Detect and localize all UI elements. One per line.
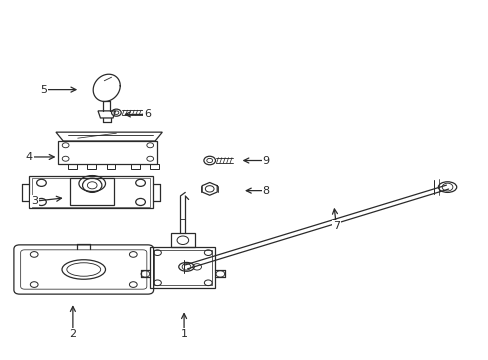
Text: 6: 6 <box>144 109 151 120</box>
Bar <box>150 164 159 169</box>
Text: 7: 7 <box>332 221 339 231</box>
Bar <box>58 141 157 164</box>
Text: 3: 3 <box>31 196 38 206</box>
Text: 4: 4 <box>26 152 33 162</box>
Bar <box>32 178 150 207</box>
Bar <box>68 164 77 169</box>
Bar <box>131 164 139 169</box>
Bar <box>70 178 114 205</box>
Text: 9: 9 <box>262 156 269 166</box>
Bar <box>150 247 215 288</box>
Text: 8: 8 <box>262 186 269 195</box>
Bar <box>170 233 195 247</box>
Text: 1: 1 <box>180 329 187 339</box>
Bar <box>106 164 115 169</box>
Text: 2: 2 <box>69 329 76 339</box>
Bar <box>29 176 152 208</box>
Bar <box>87 164 96 169</box>
Text: 5: 5 <box>41 85 47 95</box>
Bar <box>154 250 211 285</box>
